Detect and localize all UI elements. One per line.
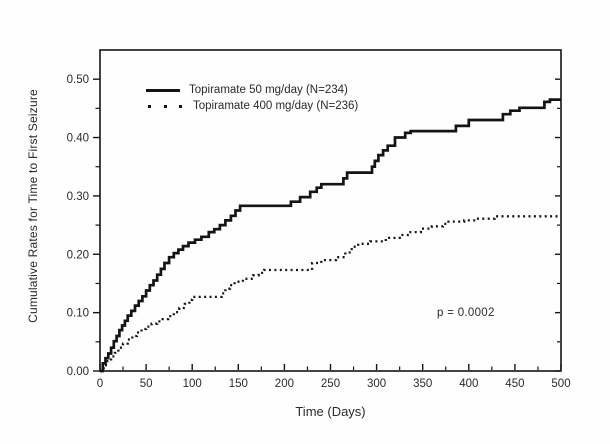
x-tick-label: 50 <box>140 378 153 390</box>
legend-label-topiramate-50mg: Topiramate 50 mg/day (N=234) <box>189 84 348 96</box>
x-tick-label: 0 <box>97 378 103 390</box>
y-tick-label: 0.50 <box>67 74 89 86</box>
y-tick-label: 0.40 <box>67 133 89 145</box>
x-axis-title: Time (Days) <box>295 404 366 419</box>
plot-frame <box>99 49 562 372</box>
x-tick-label: 150 <box>229 378 248 390</box>
dotted-line-swatch-icon <box>146 104 184 108</box>
x-tick-label: 400 <box>459 378 478 390</box>
x-tick-label: 450 <box>505 378 524 390</box>
p-value-annotation: p = 0.0002 <box>437 307 495 319</box>
series-topiramate-50mg <box>100 98 561 373</box>
x-tick-label: 300 <box>367 378 386 390</box>
series-topiramate-400mg <box>100 215 561 373</box>
x-tick-label: 200 <box>275 378 294 390</box>
solid-line-swatch-icon <box>146 88 180 92</box>
x-tick-label: 350 <box>413 378 432 390</box>
y-tick-label: 0.30 <box>67 191 89 203</box>
y-tick-label: 0.20 <box>67 249 89 261</box>
legend: Topiramate 50 mg/day (N=234) Topiramate … <box>146 82 358 114</box>
x-tick-label: 500 <box>551 378 570 390</box>
legend-label-topiramate-400mg: Topiramate 400 mg/day (N=236) <box>193 100 359 112</box>
y-tick-label: 0.00 <box>67 366 89 378</box>
y-tick-label: 0.10 <box>67 308 89 320</box>
y-axis-title: Cumulative Rates for Time to First Seizu… <box>26 89 40 323</box>
legend-item-topiramate-50mg: Topiramate 50 mg/day (N=234) <box>146 82 358 98</box>
legend-item-topiramate-400mg: Topiramate 400 mg/day (N=236) <box>146 98 358 114</box>
x-tick-label: 100 <box>183 378 202 390</box>
x-tick-label: 250 <box>321 378 340 390</box>
